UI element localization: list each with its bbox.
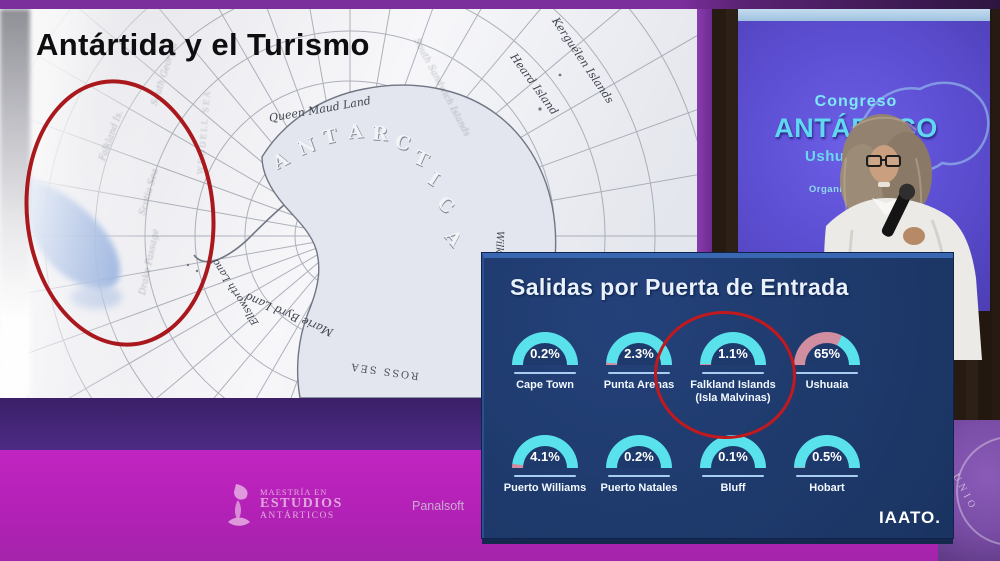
gauge-underline <box>608 475 670 478</box>
gauge-arc: 0.1% <box>700 435 766 469</box>
gauge-underline <box>514 372 576 374</box>
gauge-value: 65% <box>813 346 841 361</box>
gauge-underline <box>702 475 764 478</box>
banner-top-strip <box>738 9 990 21</box>
banner-congreso: Congreso <box>814 93 898 110</box>
gauge-arc: 0.2% <box>512 332 578 365</box>
map-label-antarctica-letter: A <box>268 147 292 175</box>
gauge-value: 0.1% <box>718 449 748 465</box>
chart-title: Salidas por Puerta de Entrada <box>510 274 849 300</box>
map-label: Heard Island <box>507 51 561 118</box>
slide-title: Antártida y el Turismo <box>36 27 370 62</box>
penguin-logo-icon <box>228 484 250 526</box>
gauge-grid: 0.2% Cape Town 2.3% Punta Arenas 1.1% Falklan… <box>498 332 874 496</box>
map-label-antarctica-letter: C <box>392 130 413 156</box>
map-label: Kerguélen Islands <box>549 15 617 106</box>
gauge-value: 0.5% <box>812 449 842 465</box>
gauge-arc: 65% <box>794 332 860 365</box>
microphone-icon <box>881 183 916 237</box>
top-purple-bar <box>0 0 1000 9</box>
gauge-value: 4.1% <box>530 449 560 465</box>
map-label-antarctica-letter: R <box>371 122 389 146</box>
map-label-antarctica-letter: A <box>347 120 364 144</box>
gauge-value: 0.2% <box>530 346 560 361</box>
map-label-antarctica-letter: N <box>294 133 319 161</box>
gauge-label: Hobart <box>809 482 845 495</box>
speaker-hand <box>903 227 925 245</box>
gauge-underline <box>514 475 576 478</box>
gauge-bluff: 0.1% Bluff <box>686 435 780 495</box>
gauge-arc: 1.1% <box>700 332 766 365</box>
gauge-underline <box>608 372 670 374</box>
gauge-value: 0.2% <box>624 449 654 465</box>
gauge-underline <box>702 372 764 374</box>
map-label: ROSS SEA <box>348 360 420 381</box>
speaker-face <box>869 145 899 183</box>
gauge-puerto-natales: 0.2% Puerto Natales <box>592 435 686 495</box>
map-label-antarctica-letter: C <box>432 191 459 219</box>
speaker-glasses <box>866 155 882 167</box>
chart-overlay-panel: Salidas por Puerta de Entrada 0.2% Cape T… <box>482 253 953 538</box>
map-label-antarctica-letter: T <box>410 146 433 172</box>
gauge-label: Bluff <box>720 482 746 495</box>
gauge-punta-arenas: 2.3% Punta Arenas <box>592 332 686 405</box>
iaato-logo: IAATO. <box>878 508 941 527</box>
gauge-arc: 0.2% <box>606 435 672 469</box>
map-label: South Sandwich Islands <box>411 37 472 139</box>
gauge-label: Punta Arenas <box>603 379 675 391</box>
map-label-antarctica-letter: T <box>320 124 340 150</box>
gauge-label: Falkland Islands (Isla Malvinas) <box>690 379 776 405</box>
gauge-label: Cape Town <box>516 379 574 391</box>
gauge-value: 2.3% <box>624 346 654 361</box>
gauge-arc: 2.3% <box>606 332 672 365</box>
gauge-puerto-williams: 4.1% Puerto Williams <box>498 435 592 495</box>
gauge-underline <box>796 475 858 478</box>
maestria-text: MAESTRÍA EN ESTUDIOS ANTÁRTICOS <box>260 487 343 521</box>
map-label-antarctica-letter: I <box>423 167 444 191</box>
gauge-label: Puerto Natales <box>600 482 678 495</box>
gauge-falkland-islands: 1.1% Falkland Islands (Isla Malvinas) <box>686 332 780 405</box>
gauge-arc: 4.1% <box>512 435 578 469</box>
panalsoft-watermark: Panalsoft <box>412 499 465 513</box>
gauge-hobart: 0.5% Hobart <box>780 435 874 495</box>
gauge-label: Ushuaia <box>805 379 849 391</box>
gauge-value: 1.1% <box>718 346 748 361</box>
gauge-underline <box>796 372 858 374</box>
map-label-antarctica-letter: A <box>440 225 467 251</box>
gauge-cape-town: 0.2% Cape Town <box>498 332 592 405</box>
gauge-arc: 0.5% <box>794 435 860 469</box>
gauge-label: Puerto Williams <box>503 482 587 495</box>
maestria-watermark: MAESTRÍA EN ESTUDIOS ANTÁRTICOS <box>226 482 343 528</box>
gauge-ushuaia: 65% Ushuaia <box>780 332 874 405</box>
